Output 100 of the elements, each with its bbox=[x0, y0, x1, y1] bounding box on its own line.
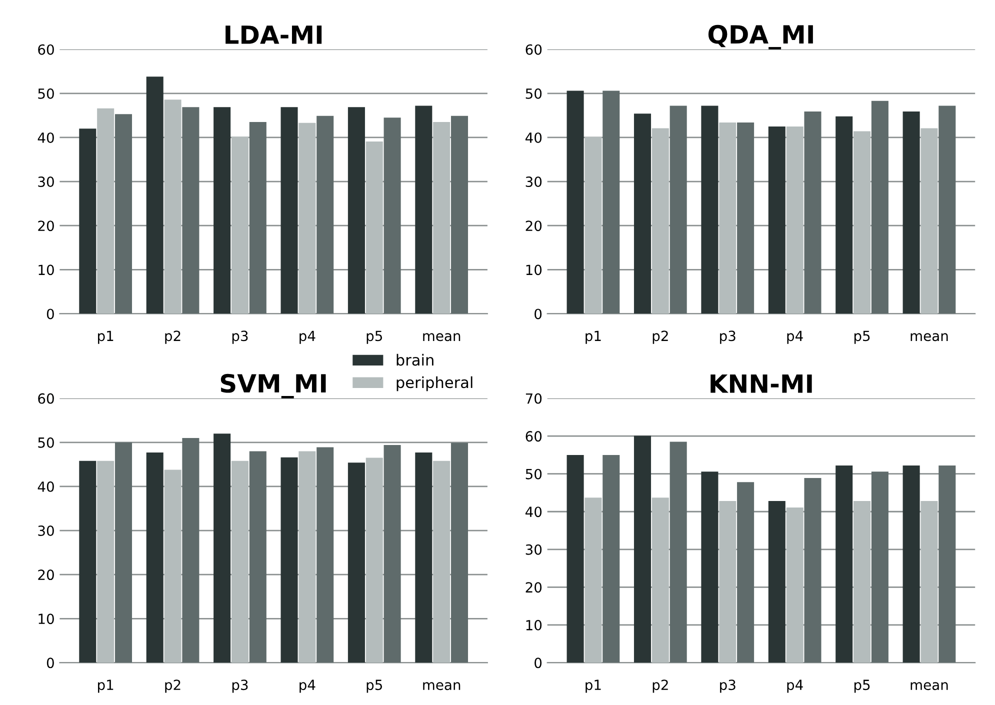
bar bbox=[602, 454, 620, 663]
bar bbox=[164, 100, 182, 314]
chart-title: QDA_MI bbox=[708, 24, 813, 50]
bar bbox=[97, 460, 114, 663]
bar bbox=[114, 114, 132, 314]
y-tick-label: 0 bbox=[534, 658, 542, 668]
bar bbox=[701, 106, 718, 314]
bar bbox=[854, 131, 871, 314]
x-tick-label: p4 bbox=[300, 330, 316, 344]
legend-label: brain bbox=[396, 354, 434, 366]
x-tick-label: p3 bbox=[232, 680, 248, 693]
bar bbox=[316, 447, 334, 663]
bar bbox=[348, 462, 365, 663]
bar bbox=[836, 116, 853, 314]
bar bbox=[164, 470, 182, 663]
chart-title: KNN-MI bbox=[710, 374, 812, 393]
bar bbox=[566, 454, 584, 663]
chart-title: LDA-MI bbox=[226, 26, 322, 44]
y-tick-label: 40 bbox=[525, 132, 542, 143]
y-tick-label: 60 bbox=[526, 44, 542, 55]
x-tick-label: p5 bbox=[854, 680, 870, 693]
bar bbox=[737, 482, 754, 663]
bar bbox=[652, 498, 669, 663]
legend-label: peripheral bbox=[396, 376, 472, 392]
y-tick-label: 0 bbox=[534, 308, 542, 320]
x-tick-label: p2 bbox=[652, 330, 668, 344]
x-tick-label: p1 bbox=[98, 330, 114, 344]
bar bbox=[249, 122, 266, 314]
bar bbox=[280, 107, 298, 314]
bar bbox=[214, 107, 231, 314]
bar bbox=[566, 90, 584, 314]
x-tick-label: mean bbox=[910, 333, 948, 342]
y-tick-label: 50 bbox=[38, 437, 54, 448]
bar bbox=[920, 128, 938, 314]
bar bbox=[415, 452, 432, 663]
y-tick-label: 60 bbox=[38, 393, 54, 404]
bar bbox=[938, 466, 956, 663]
bar bbox=[938, 106, 956, 314]
y-tick-label: 50 bbox=[38, 88, 54, 99]
bar bbox=[97, 108, 114, 314]
y-tick-label: 0 bbox=[46, 308, 54, 320]
x-tick-label: p1 bbox=[586, 330, 601, 344]
y-tick-label: 50 bbox=[526, 88, 542, 99]
y-tick-label: 20 bbox=[526, 582, 542, 593]
y-tick-label: 40 bbox=[38, 132, 54, 143]
bar bbox=[182, 107, 200, 314]
bar bbox=[871, 100, 888, 314]
y-tick-label: 60 bbox=[38, 44, 54, 55]
x-tick-label: p2 bbox=[165, 330, 180, 344]
bar bbox=[634, 436, 652, 663]
bar bbox=[298, 122, 316, 314]
bar bbox=[584, 137, 602, 314]
bar bbox=[366, 458, 383, 663]
x-tick-label: p5 bbox=[854, 330, 870, 344]
bar bbox=[786, 507, 804, 663]
y-tick-label: 30 bbox=[38, 176, 54, 188]
x-tick-label: p3 bbox=[720, 330, 736, 344]
bar bbox=[348, 107, 365, 314]
bar bbox=[737, 122, 754, 314]
bar bbox=[114, 442, 132, 663]
bar bbox=[450, 442, 468, 663]
bar bbox=[634, 114, 652, 314]
y-tick-label: 40 bbox=[38, 481, 54, 492]
x-tick-label: p5 bbox=[366, 330, 382, 344]
bar bbox=[701, 472, 718, 663]
y-tick-label: 40 bbox=[525, 506, 542, 518]
bar bbox=[231, 136, 248, 314]
y-tick-label: 0 bbox=[46, 658, 54, 668]
x-tick-label: p1 bbox=[586, 680, 601, 693]
x-tick-label: mean bbox=[423, 333, 460, 342]
bar bbox=[854, 501, 871, 663]
x-tick-label: p3 bbox=[720, 680, 736, 693]
bar bbox=[366, 141, 383, 314]
y-tick-label: 50 bbox=[526, 468, 542, 480]
bar bbox=[79, 128, 96, 314]
bar bbox=[786, 126, 804, 314]
y-tick-label: 30 bbox=[526, 176, 542, 188]
x-tick-label: mean bbox=[910, 682, 948, 690]
y-tick-label: 20 bbox=[38, 220, 54, 232]
y-tick-label: 30 bbox=[38, 525, 54, 536]
bar bbox=[670, 106, 687, 314]
bar bbox=[719, 122, 736, 314]
bar bbox=[433, 460, 450, 663]
x-tick-label: p2 bbox=[652, 680, 668, 693]
y-tick-label: 20 bbox=[526, 220, 542, 232]
bar bbox=[719, 501, 736, 663]
bar bbox=[146, 76, 164, 314]
bar bbox=[384, 445, 401, 663]
y-tick-label: 70 bbox=[526, 393, 542, 404]
x-tick-label: p4 bbox=[787, 330, 803, 344]
x-tick-label: p4 bbox=[787, 680, 803, 693]
bar bbox=[298, 451, 316, 663]
y-tick-label: 10 bbox=[526, 264, 542, 276]
x-tick-label: p3 bbox=[232, 330, 248, 344]
x-tick-label: p2 bbox=[165, 680, 180, 693]
y-tick-label: 10 bbox=[38, 264, 54, 276]
bar bbox=[902, 466, 920, 663]
y-tick-label: 20 bbox=[38, 570, 54, 580]
chart-title: SVM_MI bbox=[220, 374, 326, 398]
bar bbox=[670, 442, 687, 663]
